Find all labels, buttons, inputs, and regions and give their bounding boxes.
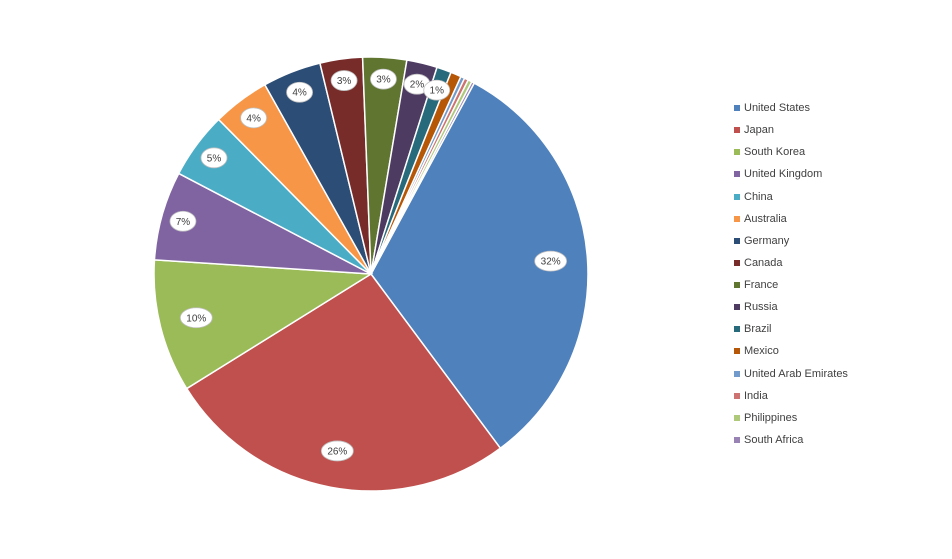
legend-label: United States [744, 102, 811, 114]
data-label-text: 2% [410, 80, 425, 91]
data-label: 5% [200, 147, 228, 169]
legend-swatch [734, 171, 740, 178]
legend-label: China [744, 190, 773, 203]
legend-swatch [734, 149, 740, 156]
legend-label: South Africa [744, 433, 804, 446]
legend-swatch [734, 304, 740, 311]
pie-slices [153, 56, 589, 492]
legend-label: United Arab Emirates [744, 367, 848, 380]
legend-swatch [734, 392, 740, 399]
legend-swatch [734, 370, 740, 377]
legend-item: Mexico [734, 343, 944, 365]
legend-label: Philippines [744, 411, 798, 424]
legend-item: Canada [734, 255, 944, 277]
legend-swatch [734, 127, 740, 134]
pie-slice-japan [185, 272, 502, 492]
legend-swatch [734, 259, 740, 266]
data-label-text: 7% [176, 217, 191, 228]
legend-swatch [734, 193, 740, 200]
data-label-text: 26% [327, 446, 347, 457]
data-label-text: 10% [186, 313, 206, 324]
legend-label: Australia [744, 212, 787, 225]
legend-swatch [734, 105, 740, 111]
legend-item: Russia [734, 299, 944, 321]
legend-item: India [734, 388, 944, 410]
pie-data-labels: 32% 26% 10% 7% 5% 4% 4% 3% 3% 2% 1% [169, 68, 568, 462]
chart-legend: United States Japan South Korea United King… [734, 100, 944, 454]
pie-slice-south-korea [153, 259, 374, 390]
data-label: 10% [179, 307, 213, 329]
legend-item: United Arab Emirates [734, 366, 944, 388]
data-label-text: 4% [246, 113, 261, 124]
data-label: 4% [240, 107, 268, 129]
data-label: 7% [169, 210, 197, 232]
data-label: 1% [423, 79, 451, 101]
legend-item: Germany [734, 233, 944, 255]
legend-item: United States [734, 100, 944, 122]
data-label-text: 1% [430, 86, 445, 97]
legend-swatch [734, 436, 740, 443]
legend-swatch [734, 414, 740, 421]
legend-label: Russia [744, 301, 778, 314]
legend-item: Australia [734, 211, 944, 233]
legend-item: Brazil [734, 321, 944, 343]
legend-item: Japan [734, 122, 944, 144]
data-label-text: 32% [541, 257, 561, 268]
data-label-text: 4% [292, 88, 307, 99]
legend-swatch [734, 215, 740, 222]
data-label: 26% [320, 440, 354, 462]
legend-label: Japan [744, 124, 774, 137]
data-label-text: 5% [207, 153, 222, 164]
legend-label: South Korea [744, 146, 806, 159]
legend-label: Mexico [744, 345, 779, 358]
legend-item: China [734, 189, 944, 211]
legend-label: India [744, 389, 768, 402]
data-label: 3% [330, 70, 358, 91]
legend-swatch [734, 326, 740, 333]
legend-label: Germany [744, 234, 790, 247]
legend-item: South Africa [734, 432, 944, 454]
data-label-text: 3% [376, 75, 391, 86]
data-label: 4% [286, 81, 313, 103]
legend-item: South Korea [734, 144, 944, 166]
data-label: 32% [534, 250, 568, 272]
legend-swatch [734, 348, 740, 355]
legend-item: United Kingdom [734, 166, 944, 188]
legend-item: Philippines [734, 410, 944, 432]
legend-label: Canada [744, 256, 783, 269]
legend-label: Brazil [744, 323, 772, 336]
legend-label: France [744, 279, 779, 291]
pie-slice-south-africa [370, 80, 476, 275]
data-label-text: 3% [337, 76, 352, 87]
legend-swatch [734, 237, 740, 244]
data-label: 3% [370, 68, 397, 90]
legend-swatch [734, 282, 740, 288]
legend-label: United Kingdom [744, 168, 823, 181]
legend-item: France [734, 277, 944, 299]
